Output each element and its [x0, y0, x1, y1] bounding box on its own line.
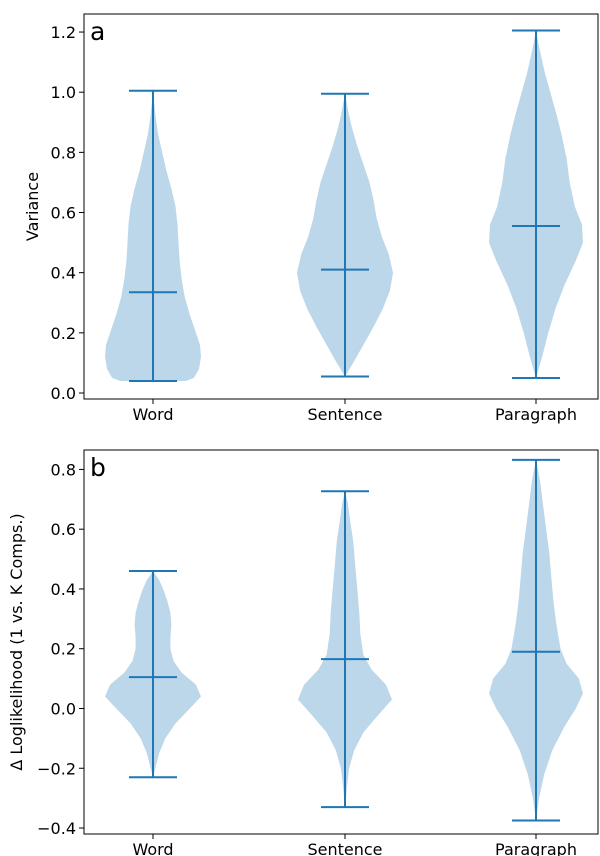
x-tick-label: Sentence — [307, 840, 382, 856]
y-tick-label: 0.6 — [51, 204, 76, 223]
y-tick-label: 0.2 — [51, 324, 76, 343]
plot-frame — [83, 449, 599, 835]
x-tick-label: Word — [132, 405, 173, 424]
x-tick-label: Paragraph — [495, 405, 577, 424]
y-tick-label: 0.2 — [51, 640, 76, 659]
x-tick-label: Paragraph — [495, 840, 577, 856]
y-tick-label: 0.8 — [51, 143, 76, 162]
y-tick-label: −0.2 — [37, 759, 76, 778]
plot-frame — [83, 13, 599, 400]
y-tick-label: 0.4 — [51, 264, 76, 283]
y-tick-label: 0.8 — [51, 460, 76, 479]
y-axis-label: Variance — [23, 172, 42, 241]
x-tick-label: Sentence — [307, 405, 382, 424]
y-tick-label: −0.4 — [37, 819, 76, 838]
y-tick-label: 0.0 — [51, 699, 76, 718]
panel-label: a — [90, 17, 105, 46]
y-tick-label: 1.2 — [51, 23, 76, 42]
y-tick-label: 0.0 — [51, 384, 76, 403]
panel-label: b — [90, 453, 106, 482]
y-axis-label: Δ Loglikelihood (1 vs. K Comps.) — [7, 513, 26, 770]
x-tick-label: Word — [132, 840, 173, 856]
y-tick-label: 0.6 — [51, 520, 76, 539]
y-tick-label: 1.0 — [51, 83, 76, 102]
y-tick-label: 0.4 — [51, 580, 76, 599]
